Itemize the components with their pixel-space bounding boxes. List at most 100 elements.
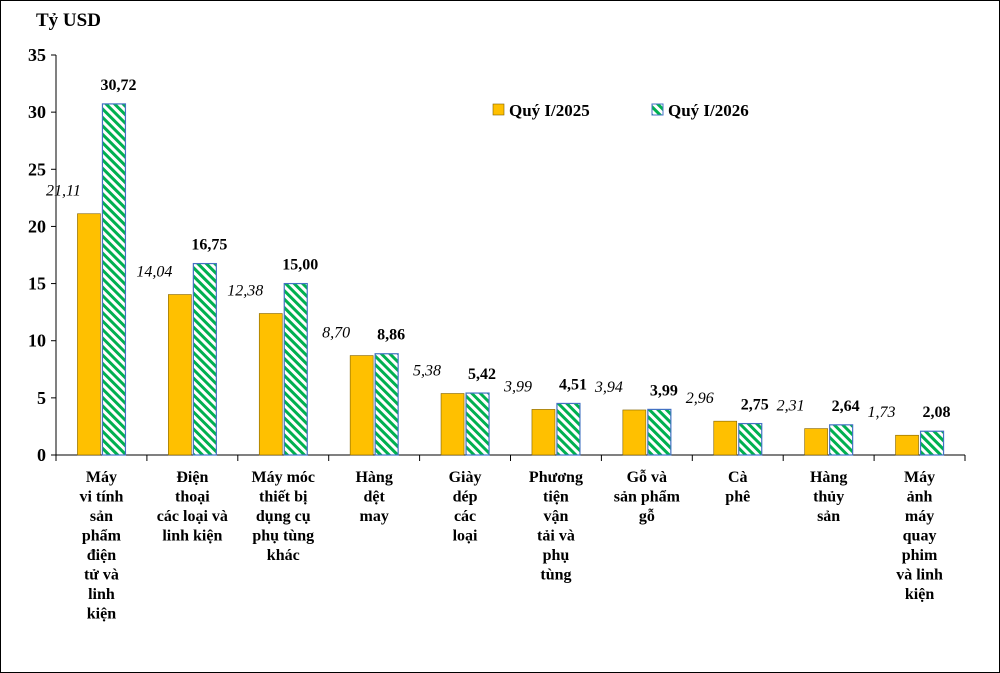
data-label-q1-2025: 21,11 — [46, 183, 81, 200]
legend-swatch-q1-2025 — [492, 103, 505, 116]
data-label-q1-2025: 5,38 — [413, 363, 441, 380]
labels-layer: 21,11 30,72 Máy vi tính sản phẩm điện tử và linh… — [46, 77, 951, 623]
category-label-line: kiện — [87, 606, 116, 623]
y-tick-label: 35 — [28, 45, 46, 65]
category-label-line: ảnh — [907, 489, 933, 506]
category-label: Cà phê — [725, 469, 750, 506]
category-label-line: tải và — [537, 528, 575, 545]
data-label-q1-2025: 3,94 — [594, 379, 623, 396]
category-label-line: quay — [903, 528, 937, 545]
bar-q1-2025 — [531, 409, 556, 456]
bar-q1-2026 — [283, 282, 308, 456]
bar-q1-2025 — [804, 428, 828, 456]
category-label: Giày dép các loại — [449, 469, 482, 545]
bar-q1-2026 — [465, 392, 490, 456]
data-label-q1-2026: 15,00 — [282, 257, 318, 274]
category-label-line: thủy — [813, 489, 844, 506]
data-label-q1-2026: 8,86 — [377, 327, 405, 344]
y-tick-label: 5 — [37, 388, 46, 408]
category-label-line: may — [359, 508, 388, 525]
category-label-line: Hàng — [355, 469, 392, 486]
bar-q1-2025 — [713, 420, 738, 456]
y-tick-label: 0 — [37, 445, 46, 465]
legend: Quý I/2025 Quý I/2026 — [492, 101, 749, 120]
category-label-line: các — [454, 508, 476, 525]
data-label-q1-2025: 14,04 — [136, 264, 172, 281]
bar-q1-2025 — [258, 313, 283, 456]
category-label-line: kiện — [905, 586, 934, 603]
data-label-q1-2026: 2,08 — [923, 404, 951, 421]
category-label-line: vi tính — [79, 489, 123, 506]
bar-q1-2026 — [374, 353, 399, 456]
category-label-line: phê — [725, 489, 750, 506]
category-label-line: tiện — [543, 489, 569, 506]
data-label-q1-2026: 2,64 — [832, 398, 860, 415]
bar-q1-2025 — [349, 355, 374, 456]
category-label-line: Máy — [86, 469, 117, 486]
bar-q1-2026 — [101, 103, 127, 456]
y-tick-label: 15 — [28, 274, 46, 294]
category-label-line: Điện — [176, 469, 208, 486]
category-label-line: Gỗ và — [627, 469, 667, 486]
data-label-q1-2025: 3,99 — [503, 378, 532, 395]
bar-q1-2025 — [622, 409, 647, 456]
category-label: Hàng thủy sản — [810, 469, 847, 525]
category-label-line: thoại — [175, 489, 210, 506]
category-label-line: sản phẩm — [614, 489, 681, 506]
data-label-q1-2025: 2,96 — [686, 390, 714, 407]
data-label-q1-2026: 2,75 — [741, 397, 769, 414]
category-label-line: phim — [902, 547, 938, 564]
data-label-q1-2025: 8,70 — [322, 325, 350, 342]
y-tick-label: 25 — [28, 159, 46, 179]
bars-layer — [77, 103, 945, 456]
category-label-line: Cà — [728, 469, 748, 486]
legend-label-q1-2025: Quý I/2025 — [509, 101, 590, 120]
category-label-line: vận — [543, 508, 568, 525]
bar-q1-2026 — [556, 402, 581, 456]
data-label-q1-2026: 4,51 — [559, 376, 587, 393]
category-label-line: phụ — [543, 547, 570, 564]
bar-q1-2025 — [895, 434, 919, 456]
data-label-q1-2025: 2,31 — [777, 398, 805, 415]
category-label-line: linh — [88, 586, 115, 603]
legend-swatch-q1-2026 — [651, 103, 664, 116]
category-label-line: tử và — [84, 567, 119, 584]
y-axis-unit-label: Tỷ USD — [36, 10, 101, 31]
category-label-line: dép — [453, 489, 478, 506]
category-label-line: máy — [905, 508, 934, 525]
data-label-q1-2026: 30,72 — [100, 77, 136, 94]
category-label: Máy ảnh máy quay phim và linh kiện — [896, 469, 943, 603]
category-label-line: tùng — [540, 567, 571, 584]
category-label: Phương tiện vận tải và phụ tùng — [529, 469, 583, 584]
y-tick-label: 20 — [28, 216, 46, 236]
category-label-line: Hàng — [810, 469, 847, 486]
data-label-q1-2026: 3,99 — [650, 382, 678, 399]
data-label-q1-2026: 5,42 — [468, 366, 496, 383]
category-label-line: Máy — [904, 469, 935, 486]
category-label-line: phụ tùng — [252, 528, 314, 545]
bar-q1-2025 — [77, 213, 101, 456]
bar-q1-2025 — [168, 294, 192, 456]
category-label: Máy vi tính sản phẩm điện tử và linh kiện — [79, 469, 123, 623]
axes-layer: 0 5 10 15 20 25 30 35 — [28, 45, 966, 465]
category-label: Gỗ và sản phẩm gỗ — [614, 469, 681, 525]
bar-q1-2025 — [440, 393, 465, 456]
category-label-line: Giày — [449, 469, 482, 486]
data-label-q1-2026: 16,75 — [191, 237, 227, 254]
category-label: Hàng dệt may — [355, 469, 392, 525]
category-label-line: các loại và — [157, 508, 228, 525]
legend-label-q1-2026: Quý I/2026 — [668, 101, 749, 120]
bar-q1-2026 — [647, 408, 672, 456]
bar-q1-2026 — [192, 262, 217, 456]
category-label-line: dụng cụ — [256, 508, 311, 525]
category-label-line: dệt — [363, 489, 385, 506]
category-label-line: khác — [267, 547, 300, 564]
category-label-line: loại — [453, 528, 478, 545]
category-label-line: và linh — [896, 567, 943, 584]
category-label-line: sản — [90, 508, 113, 525]
category-label-line: gỗ — [639, 508, 655, 525]
y-tick-label: 10 — [28, 331, 46, 351]
category-label-line: thiết bị — [259, 489, 308, 506]
category-label: Điện thoại các loại và linh kiện — [157, 469, 228, 545]
